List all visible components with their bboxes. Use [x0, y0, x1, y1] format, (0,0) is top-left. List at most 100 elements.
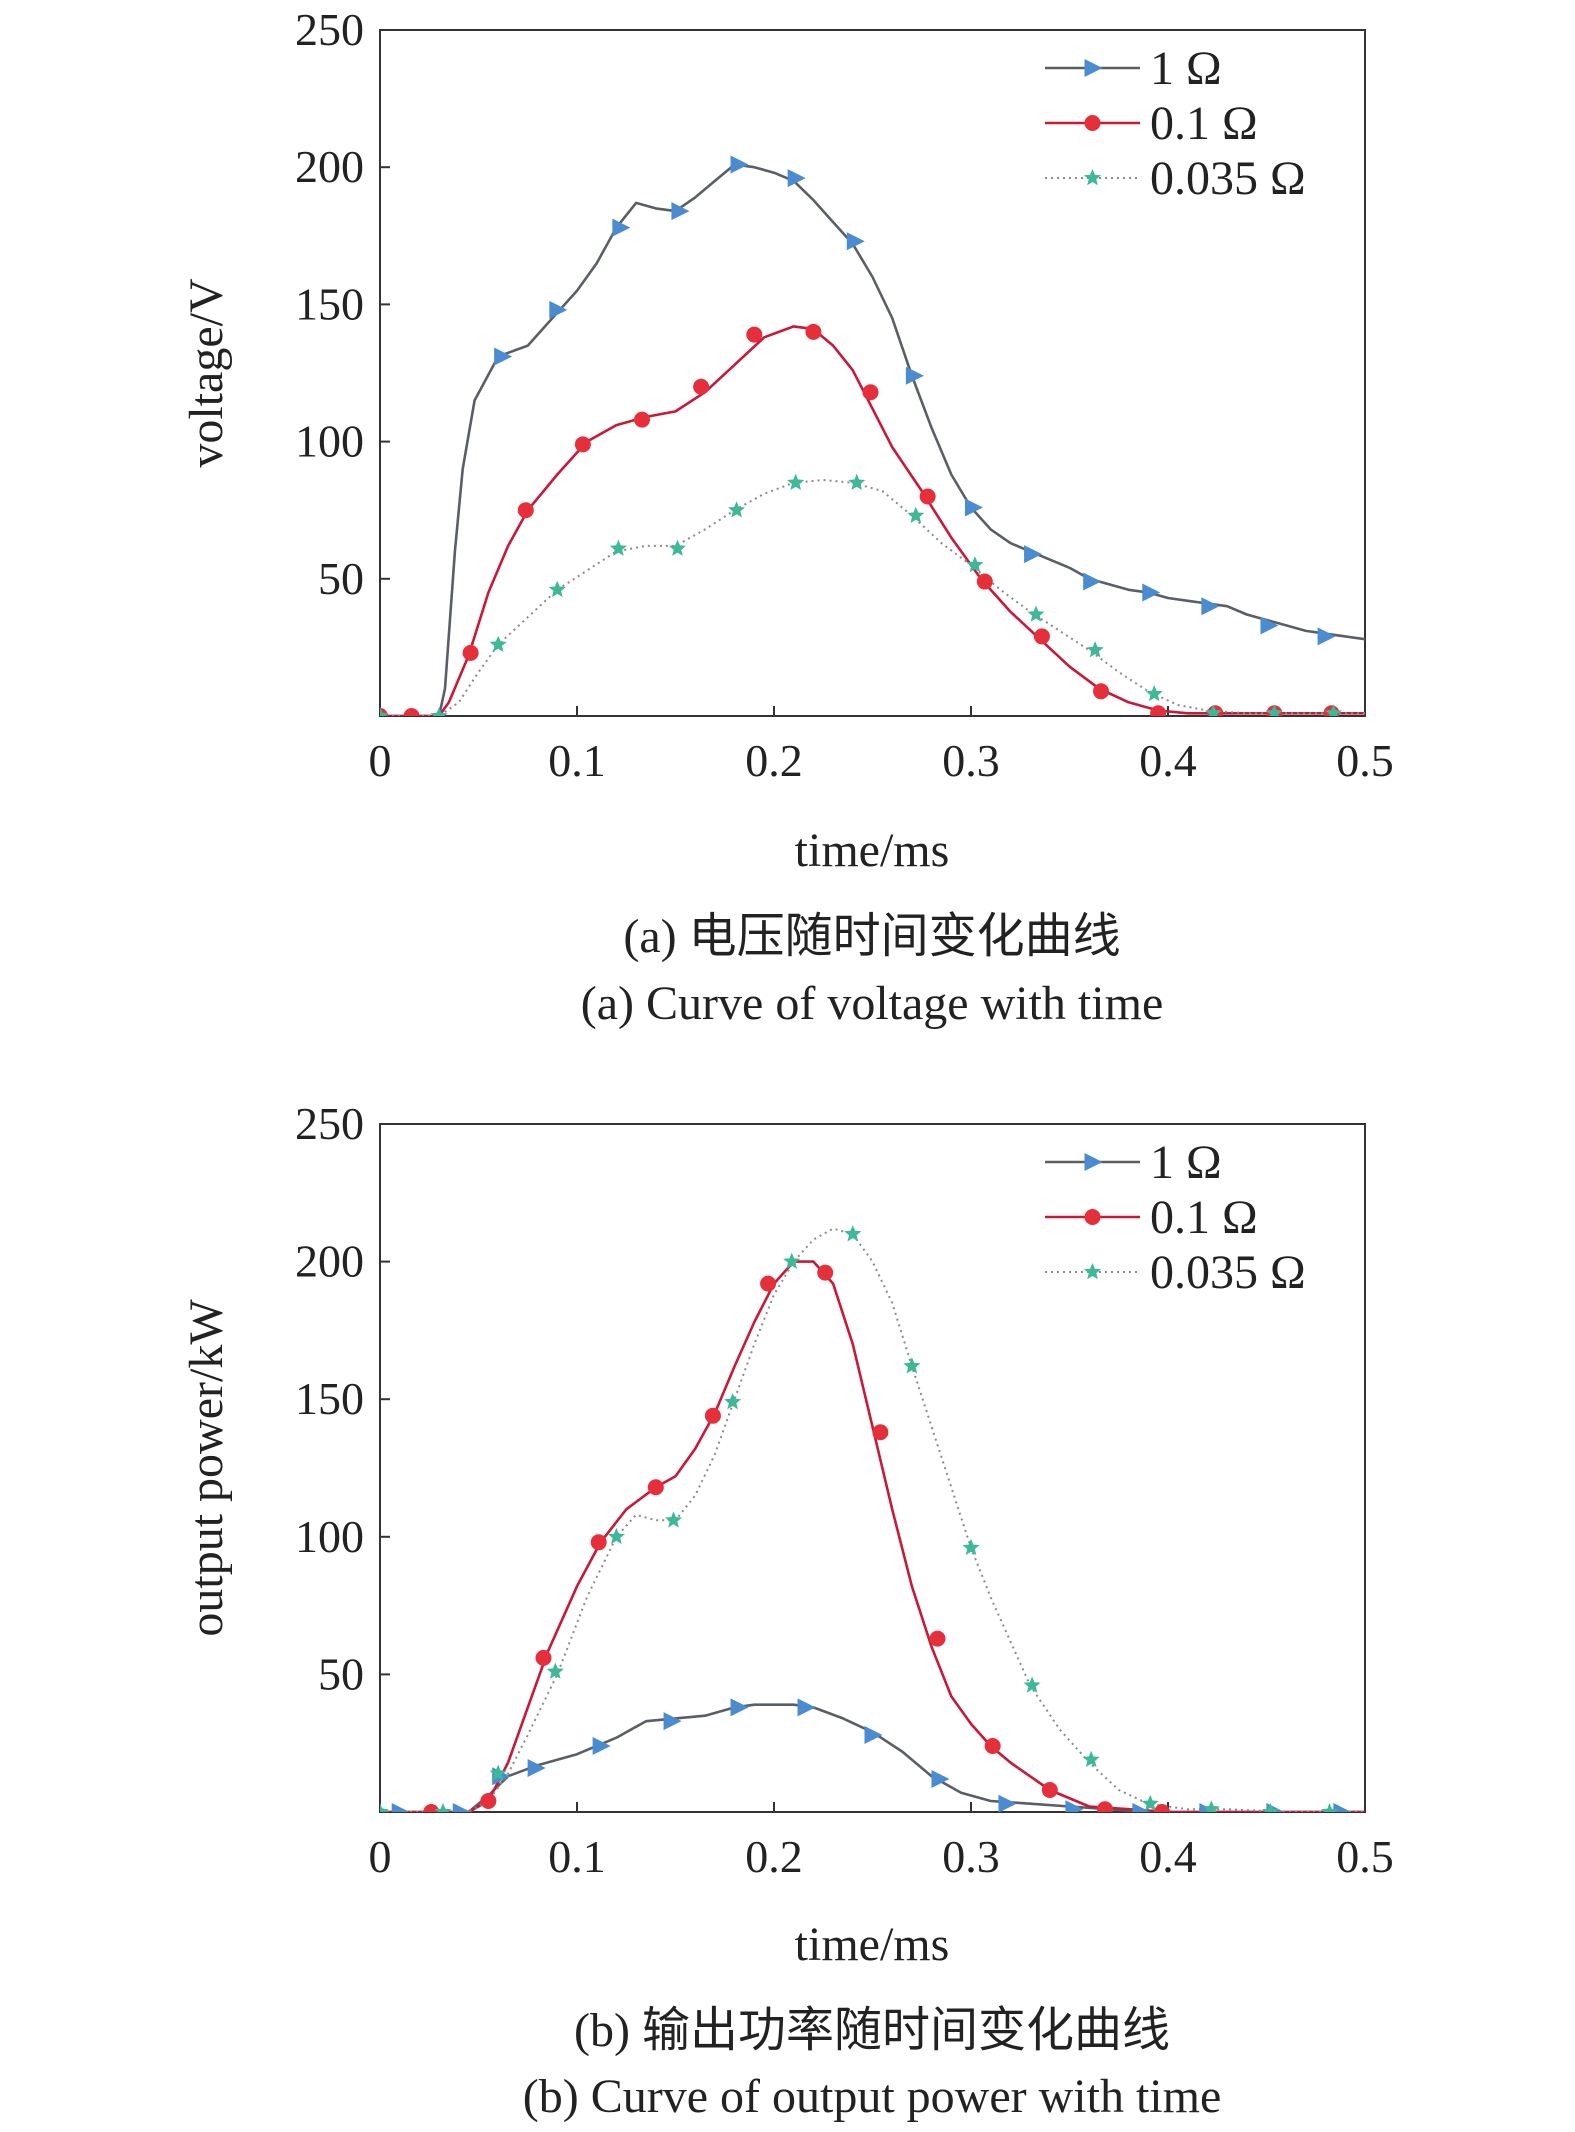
- series-0-marker: [730, 1698, 749, 1717]
- series-0-marker: [1201, 597, 1220, 616]
- series-0-marker: [671, 202, 690, 221]
- series-2-marker: [903, 1357, 921, 1374]
- series-1-marker: [693, 378, 710, 395]
- series-1-marker: [704, 1407, 721, 1424]
- series-2-marker: [1145, 685, 1163, 702]
- series-1-marker: [634, 411, 651, 428]
- series-lines: [380, 163, 1365, 716]
- series-1-marker: [517, 502, 534, 519]
- y-tick-label: 200: [295, 141, 364, 192]
- x-tick-labels: 0 0.1 0.2 0.3 0.4 0.5: [369, 1802, 1394, 1882]
- series-line-2: [380, 1227, 1365, 1812]
- series-0-marker: [787, 169, 806, 188]
- y-tick-label: 50: [318, 553, 364, 604]
- series-0-marker: [846, 232, 865, 251]
- y-tick-label: 250: [295, 1098, 364, 1149]
- series-0-marker: [964, 498, 983, 517]
- series-lines: [380, 1227, 1365, 1812]
- series-0-marker: [905, 366, 924, 385]
- caption-cn: (b) 输出功率随时间变化曲线: [574, 2004, 1170, 2057]
- series-0-marker: [592, 1736, 611, 1755]
- legend: 1 Ω0.1 Ω0.035 Ω: [1045, 42, 1306, 205]
- series-1-marker: [1096, 1801, 1113, 1812]
- series-1-marker: [1041, 1781, 1058, 1798]
- series-2-marker: [430, 707, 448, 716]
- series-1-marker: [746, 326, 763, 343]
- x-tick-label: 0.1: [548, 735, 606, 786]
- series-2-marker: [1202, 1800, 1220, 1812]
- series-0-marker: [931, 1769, 950, 1788]
- legend-label-0: 1 Ω: [1150, 42, 1222, 95]
- series-1-marker: [590, 1534, 607, 1551]
- series-2-marker: [1086, 641, 1104, 658]
- series-0-marker: [1065, 1800, 1084, 1812]
- x-axis-label: time/ms: [795, 824, 950, 877]
- series-0-marker: [391, 1803, 410, 1812]
- series-2-marker: [609, 539, 627, 556]
- x-tick-label: 0: [369, 735, 392, 786]
- legend-marker-0: [1084, 1153, 1103, 1171]
- series-2-marker: [546, 1662, 564, 1679]
- series-0-marker: [494, 347, 513, 366]
- plot-frame: [379, 1123, 1366, 1813]
- x-tick-label: 0.1: [548, 1831, 606, 1882]
- series-0-marker: [797, 1698, 816, 1717]
- series-0-marker: [527, 1758, 546, 1777]
- series-0-marker: [1083, 572, 1102, 591]
- series-1-marker: [647, 1479, 664, 1496]
- caption-en: (b) Curve of output power with time: [523, 2070, 1222, 2123]
- legend-marker-1: [1084, 115, 1101, 131]
- series-2-marker: [665, 1511, 683, 1528]
- x-tick-label: 0.5: [1336, 735, 1394, 786]
- legend-marker-2: [1083, 1263, 1102, 1280]
- series-1-marker: [984, 1737, 1001, 1754]
- y-tick-label: 200: [295, 1236, 364, 1287]
- series-2-marker: [380, 1803, 389, 1812]
- series-0-marker: [452, 1803, 471, 1812]
- x-tick-label: 0: [369, 1831, 392, 1882]
- series-1-marker: [480, 1792, 497, 1809]
- series-1-marker: [535, 1649, 552, 1666]
- series-line-1: [380, 1260, 1365, 1812]
- y-tick-label: 50: [318, 1648, 364, 1699]
- y-axis-label: voltage/V: [180, 278, 233, 468]
- series-1-marker: [872, 1424, 889, 1441]
- series-2-marker: [380, 707, 389, 716]
- series-line-0: [380, 163, 1365, 716]
- series-2-marker: [1321, 1803, 1339, 1812]
- series-markers: [380, 1225, 1352, 1812]
- x-tick-label: 0.3: [942, 735, 1000, 786]
- y-tick-labels: 50 100 150 200 250: [295, 4, 390, 604]
- y-tick-label: 100: [295, 416, 364, 467]
- series-0-marker: [549, 300, 568, 319]
- series-2-marker: [728, 501, 746, 518]
- series-2-marker: [1324, 704, 1342, 716]
- series-0-marker: [730, 155, 749, 174]
- caption-en: (a) Curve of voltage with time: [581, 977, 1164, 1030]
- series-2-marker: [724, 1393, 742, 1410]
- series-2-marker: [844, 1225, 862, 1242]
- caption-cn: (a) 电压随时间变化曲线: [623, 910, 1120, 963]
- series-2-marker: [848, 473, 866, 490]
- series-0-marker: [663, 1712, 682, 1731]
- legend: 1 Ω0.1 Ω0.035 Ω: [1045, 1136, 1306, 1299]
- x-tick-label: 0.4: [1139, 1831, 1197, 1882]
- series-1-marker: [976, 573, 993, 590]
- series-1-marker: [1154, 1804, 1171, 1812]
- series-1-marker: [862, 384, 879, 401]
- x-tick-label: 0.5: [1336, 1831, 1394, 1882]
- series-0-marker: [1317, 627, 1336, 646]
- series-0-marker: [998, 1794, 1017, 1812]
- x-tick-label: 0.4: [1139, 735, 1197, 786]
- x-tick-labels: 0 0.1 0.2 0.3 0.4 0.5: [369, 706, 1394, 786]
- y-tick-label: 250: [295, 4, 364, 55]
- series-0-marker: [864, 1725, 883, 1744]
- series-2-marker: [668, 539, 686, 556]
- series-2-marker: [489, 635, 507, 652]
- series-2-marker: [787, 473, 805, 490]
- series-1-marker: [919, 488, 936, 505]
- legend-label-1: 0.1 Ω: [1150, 1191, 1258, 1244]
- series-2-marker: [607, 1527, 625, 1545]
- series-2-marker: [1082, 1750, 1100, 1767]
